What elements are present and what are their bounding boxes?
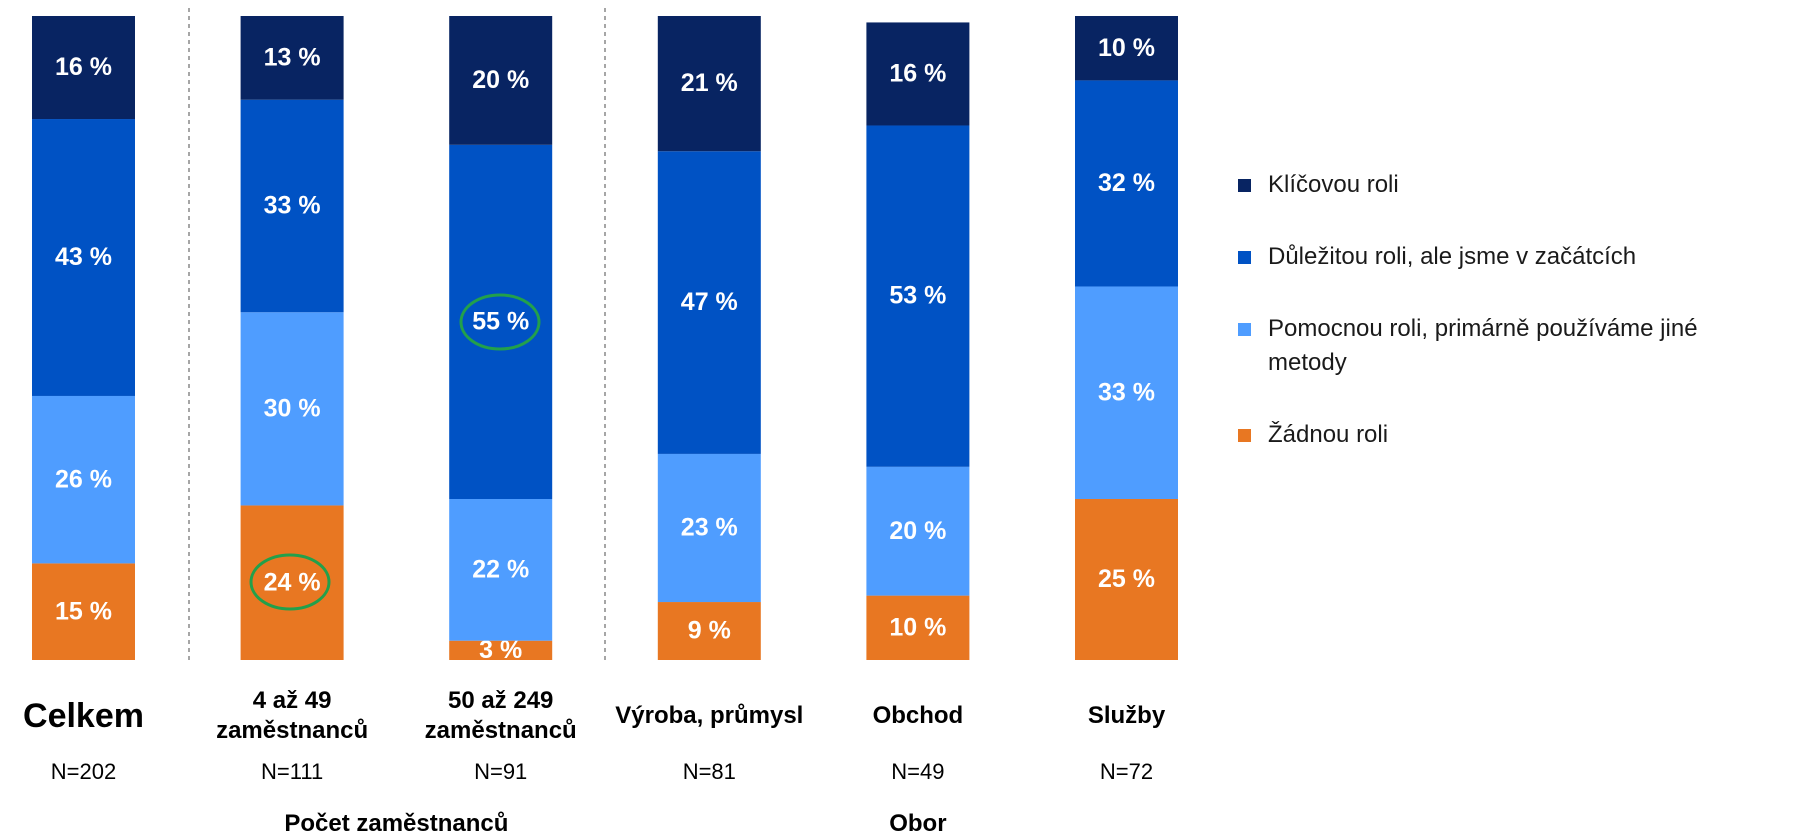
sample-size: N=72: [1099, 759, 1154, 784]
data-label: 32 %: [1098, 169, 1155, 197]
data-label: 22 %: [472, 555, 529, 583]
bar-segment: [866, 22, 970, 126]
x-tick-label: 4 až 49 zaměstnanců: [216, 687, 369, 744]
data-label: 55 %: [472, 308, 529, 336]
bar-segment: [866, 466, 970, 596]
legend-swatch: [1238, 323, 1251, 336]
sample-size: N=202: [50, 759, 117, 784]
bar-segment: [32, 395, 135, 564]
data-label: 13 %: [264, 43, 321, 71]
group-label: Počet zaměstnanců: [284, 810, 509, 837]
data-label: 21 %: [681, 69, 738, 97]
legend-item: Žádnou roli: [1238, 418, 1778, 452]
highlight: [459, 293, 541, 351]
x-tick-label: 50 až 249 zaměstnanců: [424, 687, 577, 744]
data-label: 15 %: [55, 597, 112, 625]
bar-segment: [866, 595, 970, 660]
group-label: Obor: [889, 810, 947, 837]
bar-segment: [866, 125, 970, 467]
data-label: 9 %: [688, 617, 731, 645]
x-tick-label: Celkem: [23, 697, 144, 735]
data-label: 26 %: [55, 465, 112, 493]
data-label: 10 %: [1098, 34, 1155, 62]
legend: Klíčovou roli Důležitou roli, ale jsme v …: [1238, 168, 1778, 490]
bar-segment: [240, 505, 344, 660]
sample-size: N=111: [261, 759, 324, 784]
legend-label: Klíčovou roli: [1268, 171, 1399, 198]
data-label: 53 %: [889, 282, 946, 310]
legend-item: Pomocnou roli, primárně používáme jiné m…: [1238, 312, 1778, 380]
bar-segment: [449, 640, 553, 660]
bar-segment: [1075, 499, 1178, 660]
legend-label: Pomocnou roli, primárně používáme jiné m…: [1268, 315, 1698, 376]
data-label: 30 %: [264, 394, 321, 422]
legend-item: Klíčovou roli: [1238, 168, 1778, 202]
bar-segment: [1075, 80, 1178, 287]
legend-swatch: [1238, 179, 1251, 192]
data-label: 47 %: [681, 288, 738, 316]
bar-segment: [449, 499, 553, 641]
bar-segment: [657, 151, 761, 454]
bar-segment: [449, 144, 553, 500]
data-label: 16 %: [889, 60, 946, 88]
bar-segment: [1075, 16, 1178, 81]
bar-segment: [657, 16, 761, 152]
data-label: 33 %: [1098, 378, 1155, 406]
bar-segment: [1075, 286, 1178, 499]
data-label: 20 %: [472, 66, 529, 94]
sample-size: N=49: [891, 759, 945, 784]
data-label: 33 %: [264, 192, 321, 220]
data-label: 10 %: [889, 613, 946, 641]
bar-segment: [449, 16, 553, 145]
bar-segment: [657, 453, 761, 603]
bar-segment: [240, 99, 344, 313]
bar-segment: [32, 563, 135, 660]
legend-label: Důležitou roli, ale jsme v začátcích: [1268, 243, 1637, 270]
bar-segment: [32, 119, 135, 396]
bar-segment: [32, 16, 135, 120]
data-label: 25 %: [1098, 565, 1155, 593]
legend-item: Důležitou roli, ale jsme v začátcích: [1238, 240, 1778, 274]
legend-swatch: [1238, 429, 1251, 442]
legend-swatch: [1238, 251, 1251, 264]
highlight: [249, 553, 331, 611]
bar-segment: [240, 312, 344, 506]
data-label: 23 %: [681, 514, 738, 542]
legend-label: Žádnou roli: [1268, 421, 1389, 448]
x-tick-label: Služby: [1087, 702, 1166, 729]
x-tick-label: Obchod: [872, 702, 964, 729]
data-label: 20 %: [889, 517, 946, 545]
x-tick-label: Výroba, průmysl: [615, 702, 804, 729]
sample-size: N=91: [474, 759, 528, 784]
sample-size: N=81: [682, 759, 736, 784]
data-label: 43 %: [55, 243, 112, 271]
data-label: 24 %: [264, 568, 321, 596]
bar-segment: [240, 16, 344, 100]
data-label: 16 %: [55, 53, 112, 81]
bar-segment: [657, 602, 761, 660]
